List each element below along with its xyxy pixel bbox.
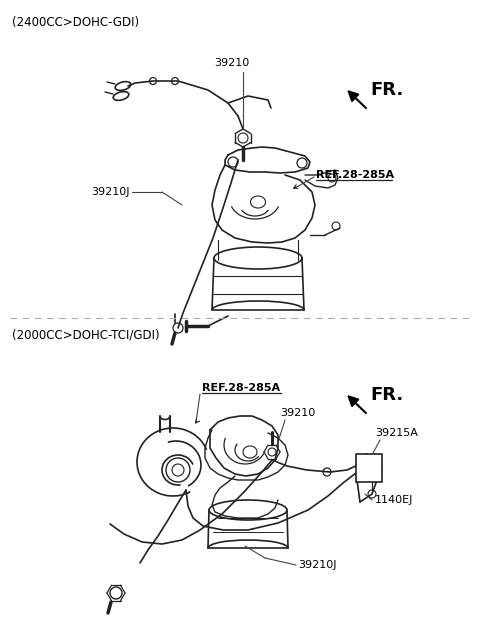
Text: 1140EJ: 1140EJ	[375, 495, 413, 505]
Text: (2400CC>DOHC-GDI): (2400CC>DOHC-GDI)	[12, 16, 139, 29]
Text: FR.: FR.	[370, 81, 403, 99]
Text: 39210: 39210	[280, 408, 315, 418]
Text: REF.28-285A: REF.28-285A	[316, 170, 394, 180]
Text: FR.: FR.	[370, 386, 403, 404]
Text: REF.28-285A: REF.28-285A	[202, 383, 280, 393]
Text: 39210J: 39210J	[92, 187, 130, 197]
FancyBboxPatch shape	[356, 454, 382, 482]
Text: (2000CC>DOHC-TCI/GDI): (2000CC>DOHC-TCI/GDI)	[12, 328, 160, 341]
Text: 39215A: 39215A	[375, 428, 418, 438]
Text: 39210J: 39210J	[298, 560, 336, 570]
Text: 39210: 39210	[215, 58, 250, 68]
